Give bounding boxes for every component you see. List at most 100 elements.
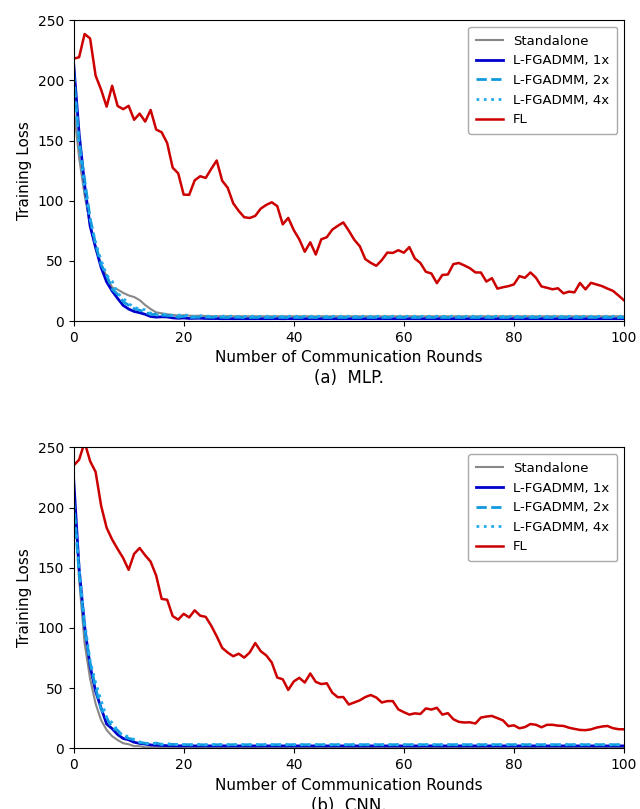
L-FGADMM, 1x <box>328 314 336 324</box>
L-FGADMM, 1x <box>488 741 496 751</box>
L-FGADMM, 1x <box>207 741 215 751</box>
Title: (b)  CNN.: (b) CNN. <box>311 797 387 809</box>
L-FGADMM, 4x <box>70 75 77 85</box>
Standalone <box>406 311 413 321</box>
Line: L-FGADMM, 4x: L-FGADMM, 4x <box>74 80 624 316</box>
FL <box>70 54 77 64</box>
Standalone <box>461 743 468 752</box>
Standalone <box>620 743 628 752</box>
Line: FL: FL <box>74 34 624 300</box>
L-FGADMM, 1x <box>406 741 413 751</box>
L-FGADMM, 1x <box>328 741 336 751</box>
L-FGADMM, 4x <box>213 739 221 749</box>
Standalone <box>620 311 628 321</box>
L-FGADMM, 4x <box>108 276 116 286</box>
Line: L-FGADMM, 4x: L-FGADMM, 4x <box>74 506 624 745</box>
L-FGADMM, 4x <box>620 311 628 321</box>
Standalone <box>328 311 336 321</box>
Standalone <box>218 311 226 321</box>
L-FGADMM, 4x <box>213 311 221 321</box>
Standalone <box>108 731 116 741</box>
FL <box>114 544 122 554</box>
L-FGADMM, 1x <box>620 741 628 751</box>
Line: L-FGADMM, 1x: L-FGADMM, 1x <box>74 477 624 746</box>
Line: L-FGADMM, 2x: L-FGADMM, 2x <box>74 499 624 745</box>
FL <box>81 29 88 39</box>
Line: Standalone: Standalone <box>74 107 624 316</box>
L-FGADMM, 2x <box>461 740 468 750</box>
L-FGADMM, 2x <box>108 723 116 733</box>
Line: FL: FL <box>74 443 624 731</box>
L-FGADMM, 4x <box>620 740 628 750</box>
L-FGADMM, 4x <box>207 740 215 750</box>
Y-axis label: Training Loss: Training Loss <box>17 549 32 647</box>
FL <box>488 273 496 283</box>
L-FGADMM, 2x <box>202 740 209 750</box>
L-FGADMM, 1x <box>108 286 116 296</box>
Standalone <box>180 743 188 752</box>
L-FGADMM, 1x <box>213 741 221 751</box>
FL <box>114 101 122 111</box>
L-FGADMM, 1x <box>70 472 77 482</box>
FL <box>620 725 628 735</box>
Standalone <box>70 102 77 112</box>
Standalone <box>488 743 496 752</box>
Line: L-FGADMM, 1x: L-FGADMM, 1x <box>74 62 624 319</box>
L-FGADMM, 4x <box>461 311 468 321</box>
FL <box>328 688 336 697</box>
FL <box>488 711 496 721</box>
L-FGADMM, 2x <box>406 740 413 750</box>
L-FGADMM, 2x <box>70 494 77 504</box>
Standalone <box>70 479 77 489</box>
L-FGADMM, 2x <box>108 284 116 294</box>
L-FGADMM, 2x <box>406 312 413 322</box>
FL <box>81 438 88 447</box>
L-FGADMM, 2x <box>207 312 215 322</box>
FL <box>406 242 413 252</box>
L-FGADMM, 2x <box>620 312 628 322</box>
L-FGADMM, 1x <box>108 724 116 734</box>
L-FGADMM, 2x <box>620 740 628 750</box>
L-FGADMM, 2x <box>461 312 468 322</box>
FL <box>213 631 221 641</box>
FL <box>70 460 77 470</box>
Line: L-FGADMM, 2x: L-FGADMM, 2x <box>74 72 624 318</box>
L-FGADMM, 4x <box>328 311 336 321</box>
L-FGADMM, 4x <box>488 311 496 321</box>
FL <box>406 709 413 719</box>
Standalone <box>213 743 221 752</box>
Standalone <box>461 311 468 321</box>
L-FGADMM, 4x <box>488 740 496 750</box>
L-FGADMM, 4x <box>461 740 468 750</box>
FL <box>461 260 468 270</box>
L-FGADMM, 4x <box>406 740 413 750</box>
L-FGADMM, 1x <box>461 741 468 751</box>
L-FGADMM, 1x <box>488 314 496 324</box>
L-FGADMM, 1x <box>406 314 413 324</box>
L-FGADMM, 1x <box>70 57 77 67</box>
L-FGADMM, 4x <box>108 718 116 727</box>
X-axis label: Number of Communication Rounds: Number of Communication Rounds <box>215 777 483 793</box>
L-FGADMM, 4x <box>406 311 413 321</box>
L-FGADMM, 2x <box>488 312 496 322</box>
L-FGADMM, 4x <box>70 501 77 510</box>
Title: (a)  MLP.: (a) MLP. <box>314 370 384 388</box>
Standalone <box>406 743 413 752</box>
FL <box>328 225 336 235</box>
X-axis label: Number of Communication Rounds: Number of Communication Rounds <box>215 350 483 366</box>
L-FGADMM, 1x <box>461 314 468 324</box>
L-FGADMM, 2x <box>241 313 248 323</box>
Standalone <box>108 282 116 292</box>
L-FGADMM, 2x <box>70 67 77 77</box>
L-FGADMM, 2x <box>328 312 336 322</box>
L-FGADMM, 2x <box>488 740 496 750</box>
Standalone <box>488 311 496 321</box>
L-FGADMM, 1x <box>279 314 287 324</box>
Legend: Standalone, L-FGADMM, 1x, L-FGADMM, 2x, L-FGADMM, 4x, FL: Standalone, L-FGADMM, 1x, L-FGADMM, 2x, … <box>468 454 618 561</box>
L-FGADMM, 1x <box>620 314 628 324</box>
L-FGADMM, 2x <box>213 740 221 750</box>
Standalone <box>328 743 336 752</box>
L-FGADMM, 1x <box>207 314 215 324</box>
FL <box>620 295 628 305</box>
Line: Standalone: Standalone <box>74 484 624 748</box>
